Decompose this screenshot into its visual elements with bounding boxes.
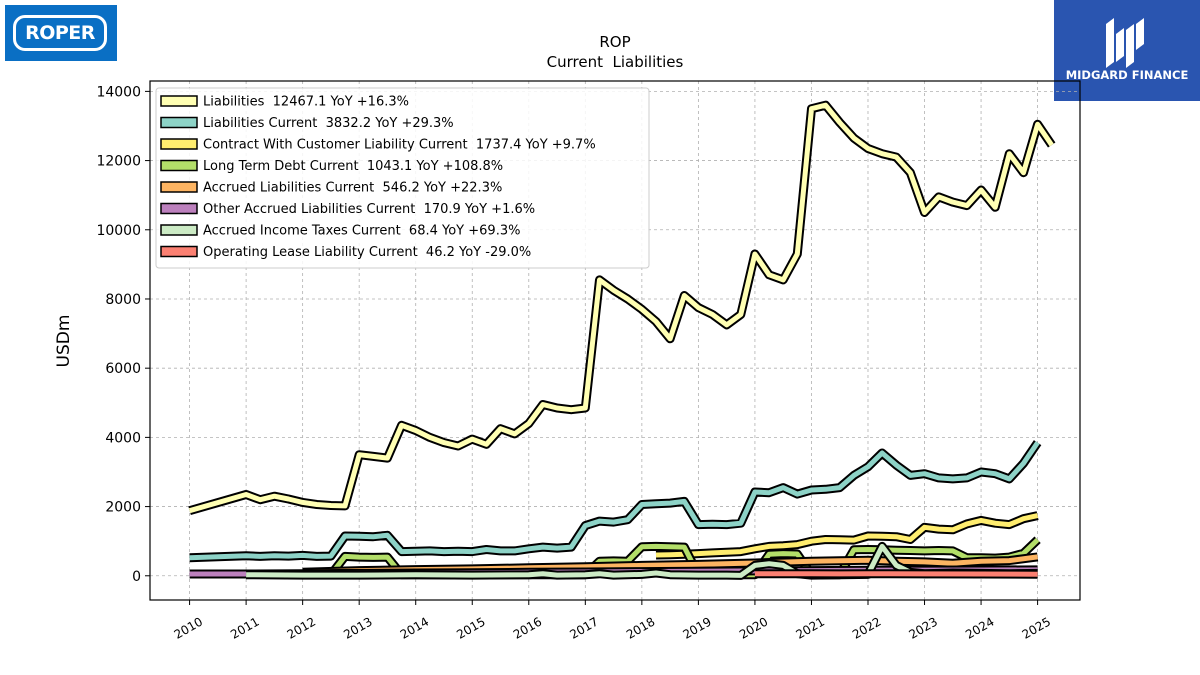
legend-label-7: Operating Lease Liability Current 46.2 Y… <box>203 245 531 260</box>
y-tick-label: 0 <box>132 569 141 585</box>
legend-label-6: Accrued Income Taxes Current 68.4 YoY +6… <box>203 224 520 239</box>
legend-swatch-4 <box>160 181 198 193</box>
x-tick-label: 2014 <box>398 614 431 641</box>
x-tick-label: 2018 <box>624 614 657 641</box>
midgard-logo-text: MIDGARD FINANCE <box>1065 68 1189 82</box>
y-tick-label: 4000 <box>105 430 141 446</box>
legend-swatch-2 <box>160 138 198 150</box>
legend-label-5: Other Accrued Liabilities Current 170.9 … <box>203 202 535 217</box>
chart-subtitle: Current Liabilities <box>547 53 684 71</box>
legend-label-3: Long Term Debt Current 1043.1 YoY +108.8… <box>203 159 503 174</box>
x-tick-label: 2013 <box>341 614 374 641</box>
series-line-0 <box>188 102 1054 514</box>
y-tick-label: 6000 <box>105 361 141 377</box>
legend-box <box>155 87 650 269</box>
x-tick-label: 2025 <box>1020 614 1053 641</box>
x-tick-label: 2021 <box>794 614 827 641</box>
x-tick-label: 2010 <box>172 614 205 641</box>
plot-frame <box>149 80 1081 601</box>
y-tick-label: 10000 <box>96 223 141 239</box>
y-axis-label: USDm <box>54 315 74 368</box>
y-tick-label: 14000 <box>96 84 141 100</box>
legend-label-4: Accrued Liabilities Current 546.2 YoY +2… <box>203 181 502 196</box>
legend-label-0: Liabilities 12467.1 YoY +16.3% <box>203 95 409 110</box>
midgard-emblem-icon <box>1106 18 1144 68</box>
x-tick-label: 2024 <box>963 614 996 641</box>
series-lines <box>188 100 1056 580</box>
x-tick-label: 2012 <box>285 614 318 641</box>
legend-swatch-5 <box>160 202 198 215</box>
legend: Liabilities 12467.1 YoY +16.3% Liabilitie… <box>155 87 650 269</box>
legend-swatch-7 <box>160 245 198 258</box>
y-tick-label: 12000 <box>96 154 141 170</box>
midgard-finance-logo: MIDGARD FINANCE <box>1054 0 1200 101</box>
series-line-2 <box>655 513 1039 558</box>
y-tick-label: 8000 <box>105 292 141 308</box>
y-tick-label: 2000 <box>105 500 141 516</box>
roper-logo: ROPER <box>5 5 117 61</box>
x-tick-label: 2020 <box>737 614 770 641</box>
legend-swatch-3 <box>160 159 198 172</box>
legend-label-2: Contract With Customer Liability Current… <box>203 138 596 153</box>
x-tick-label: 2022 <box>850 614 883 641</box>
legend-swatch-6 <box>160 224 198 236</box>
legend-label-1: Liabilities Current 3832.2 YoY +29.3% <box>203 116 454 131</box>
x-tick-label: 2016 <box>511 614 544 641</box>
series-line-7 <box>754 571 1038 577</box>
x-tick-label: 2023 <box>907 614 940 641</box>
x-tick-label: 2011 <box>228 614 261 641</box>
chart-title: ROP <box>599 33 630 51</box>
legend-swatch-1 <box>160 116 198 129</box>
x-tick-label: 2017 <box>567 614 600 641</box>
series-line-1 <box>189 441 1040 561</box>
x-tick-label: 2015 <box>454 614 487 641</box>
x-tick-label: 2019 <box>680 614 713 641</box>
legend-swatch-0 <box>160 95 198 107</box>
roper-logo-text: ROPER <box>13 15 107 51</box>
